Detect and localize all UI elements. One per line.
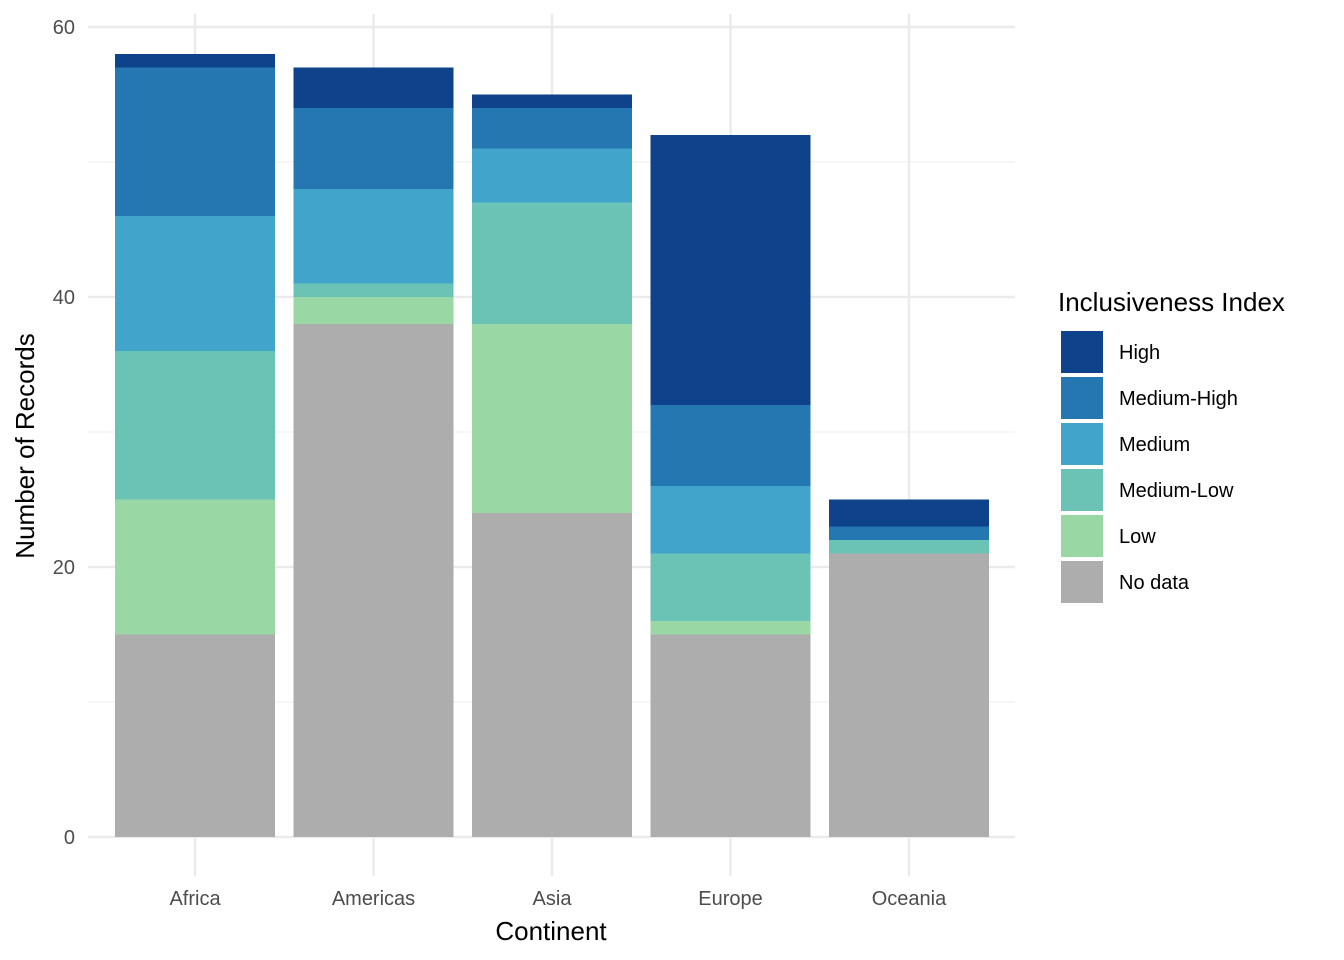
legend-label: Low: [1119, 526, 1156, 548]
x-axis-title: Continent: [495, 916, 607, 946]
bar-segment-europe-no-data: [650, 634, 811, 837]
bar-segment-europe-medium: [650, 486, 811, 554]
bar-segment-africa-medium: [115, 216, 275, 351]
legend-label: No data: [1119, 572, 1190, 594]
bar-segment-africa-low: [115, 499, 275, 635]
bar-segment-americas-medium: [293, 189, 454, 284]
bar-segment-asia-medium-low: [472, 202, 632, 324]
bar-segment-oceania-medium-low: [829, 540, 989, 554]
legend-key-medium: [1061, 423, 1103, 465]
bar-segment-americas-medium-high: [293, 108, 454, 189]
y-tick-label: 0: [64, 827, 75, 849]
legend-label: High: [1119, 342, 1160, 364]
bar-segment-asia-low: [472, 324, 632, 513]
x-tick-label: Africa: [169, 888, 221, 910]
bar-segment-americas-no-data: [293, 324, 454, 837]
legend-key-high: [1061, 331, 1103, 373]
bar-segment-africa-high: [115, 54, 275, 68]
bar-segment-americas-high: [293, 67, 454, 108]
bar-segment-americas-low: [293, 297, 454, 324]
legend-items: High Medium-High Medium Medium-Low Low No dat…: [1061, 331, 1238, 603]
legend-key-medium-low: [1061, 469, 1103, 511]
y-axis-ticks: 0 20 40 60: [53, 17, 75, 849]
x-tick-label: Americas: [332, 888, 415, 910]
bar-segment-africa-medium-low: [115, 351, 275, 500]
bar-segment-oceania-high: [829, 499, 989, 527]
bar-segment-europe-high: [650, 135, 811, 405]
y-tick-label: 40: [53, 287, 75, 309]
bar-segment-oceania-medium-high: [829, 526, 989, 540]
y-tick-label: 20: [53, 557, 75, 579]
bar-segment-africa-no-data: [115, 634, 275, 837]
bar-segment-europe-medium-high: [650, 405, 811, 486]
bar-segment-americas-medium-low: [293, 283, 454, 297]
legend-key-medium-high: [1061, 377, 1103, 419]
bar-segment-europe-low: [650, 621, 811, 635]
legend-title: Inclusiveness Index: [1058, 287, 1285, 317]
bar-segment-asia-high: [472, 94, 632, 108]
x-axis-ticks: Africa Americas Asia Europe Oceania: [169, 888, 947, 910]
legend-label: Medium: [1119, 434, 1190, 456]
bar-segment-asia-medium: [472, 148, 632, 203]
legend: Inclusiveness Index High Medium-High Mediu…: [1058, 287, 1285, 603]
legend-label: Medium-Low: [1119, 480, 1234, 502]
x-tick-label: Asia: [533, 888, 573, 910]
bar-segment-asia-no-data: [472, 513, 632, 837]
bar-segment-asia-medium-high: [472, 108, 632, 149]
x-tick-label: Europe: [698, 888, 763, 910]
y-tick-label: 60: [53, 17, 75, 39]
bar-segment-europe-medium-low: [650, 553, 811, 621]
legend-label: Medium-High: [1119, 388, 1238, 410]
bar-segment-oceania-no-data: [829, 553, 989, 837]
y-axis-title: Number of Records: [10, 333, 40, 558]
bars: [115, 54, 989, 837]
legend-key-no-data: [1061, 561, 1103, 603]
bar-segment-africa-medium-high: [115, 67, 275, 216]
x-tick-label: Oceania: [872, 888, 947, 910]
legend-key-low: [1061, 515, 1103, 557]
